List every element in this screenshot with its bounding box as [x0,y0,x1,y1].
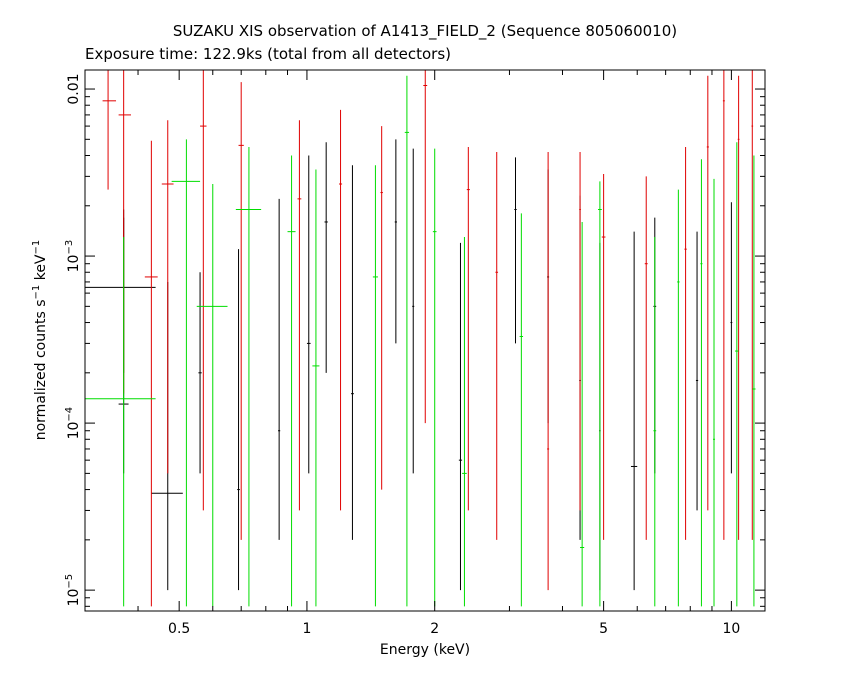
x-axis-label: Energy (keV) [380,642,470,658]
series-black [85,139,733,591]
plot-frame [84,69,766,612]
series-red [102,70,754,607]
y-tick-label: 0.01 [66,73,82,104]
y-axis-label-sup: −1 [31,285,42,300]
y-axis-label-main: normalized counts s [33,299,49,440]
x-tick-label: 2 [430,621,439,637]
y-axis-label: normalized counts s−1 keV−1 [31,240,49,441]
plot-border [84,69,766,612]
x-tick-label: 1 [302,621,311,637]
data-series [85,70,756,607]
x-tick-label: 10 [722,621,740,637]
axis-ticks: 0.5 1 2 5 10 0.01 10−3 10−4 10−5 [64,70,765,637]
series-green [85,75,756,607]
y-axis-label-sup2: −1 [31,240,42,255]
y-tick-label: 10−3 [64,240,82,273]
chart-subtitle: Exposure time: 122.9ks (total from all d… [85,45,452,63]
x-tick-label: 0.5 [168,621,190,637]
y-tick-label: 10−5 [64,574,82,607]
y-axis-label-mid: keV [33,254,49,285]
x-tick-label: 5 [599,621,608,637]
y-tick-label: 10−4 [64,407,82,440]
chart-title: SUZAKU XIS observation of A1413_FIELD_2 … [172,22,678,40]
